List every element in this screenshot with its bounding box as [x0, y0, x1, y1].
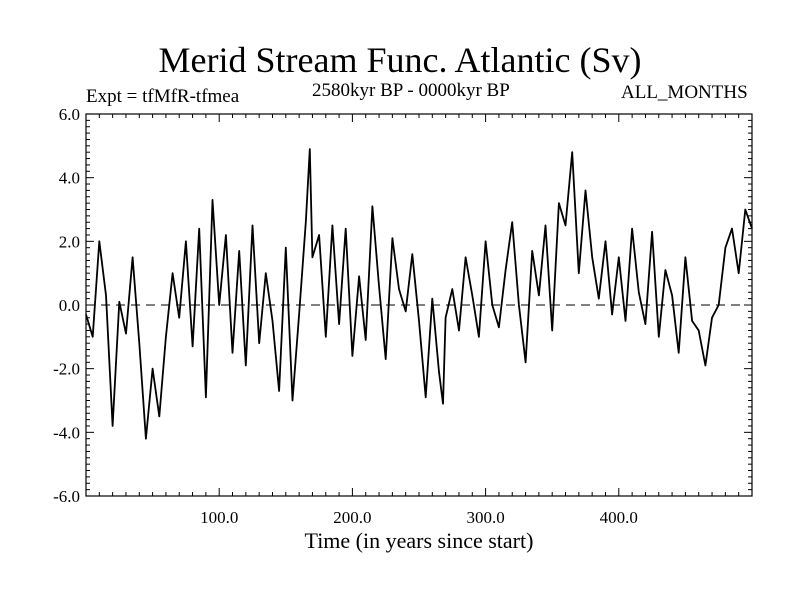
x-tick-label: 400.0	[600, 508, 638, 527]
y-tick-label: 4.0	[59, 169, 80, 188]
y-tick-label: 6.0	[59, 105, 80, 124]
months-label: ALL_MONTHS	[621, 82, 748, 103]
x-tick-label: 300.0	[466, 508, 504, 527]
y-tick-label: 0.0	[59, 296, 80, 315]
y-tick-label: -2.0	[53, 360, 80, 379]
y-tick-label: 2.0	[59, 232, 80, 251]
series-line-0	[85, 148, 753, 440]
time-range-label: 2580kyr BP - 0000kyr BP	[312, 80, 510, 101]
plot-frame	[85, 113, 753, 497]
y-tick-label: -6.0	[53, 487, 80, 506]
experiment-label: Expt = tfMfR-tfmea	[86, 86, 240, 107]
x-axis-label: Time (in years since start)	[305, 528, 534, 553]
y-tick-label: -4.0	[53, 423, 80, 442]
x-tick-label: 100.0	[200, 508, 238, 527]
x-tick-label: 200.0	[333, 508, 371, 527]
chart-title: Merid Stream Func. Atlantic (Sv)	[158, 40, 642, 80]
